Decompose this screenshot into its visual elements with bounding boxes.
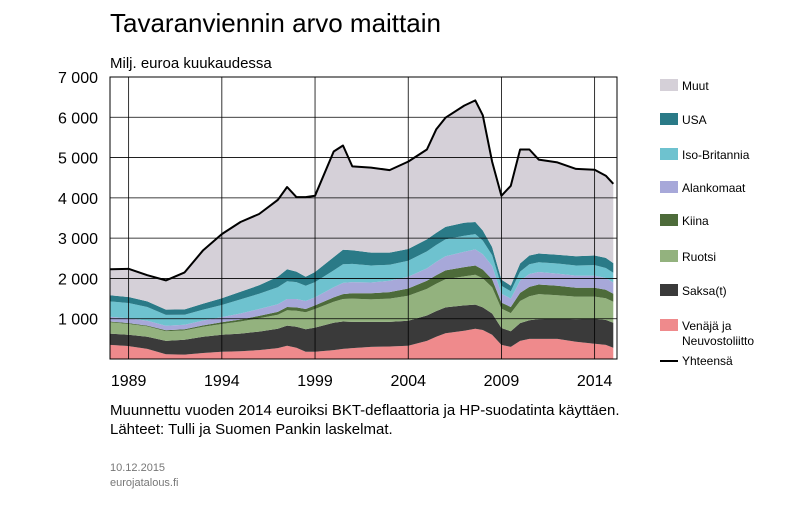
legend-label-kiina: Kiina	[682, 214, 709, 228]
legend: Muut USA Iso-Britannia Alankomaat Kiina Ruots…	[660, 79, 754, 368]
legend-label-ruotsi: Ruotsi	[682, 250, 716, 264]
x-tick-labels: 1989 1994 1999 2004 2009 2014	[111, 373, 613, 390]
area-iso-britannia	[110, 234, 614, 326]
legend-swatch-ruotsi	[660, 250, 678, 262]
y-tick-label: 2 000	[58, 271, 98, 288]
x-tick-label: 1999	[297, 373, 333, 390]
export-value-chart: 1 000 2 000 3 000 4 000 5 000 6 000 7 000 1989…	[58, 70, 754, 390]
area-usa	[110, 222, 614, 315]
area-muut	[110, 100, 614, 310]
area-ruotsi	[110, 274, 614, 341]
legend-swatch-alankomaat	[660, 181, 678, 193]
line-total	[109, 99, 615, 282]
x-tick-label: 1989	[111, 373, 147, 390]
legend-label-total: Yhteensä	[682, 354, 733, 368]
legend-label-usa: USA	[682, 113, 707, 127]
x-tick-label: 2009	[484, 373, 520, 390]
x-tick-label: 2014	[577, 373, 613, 390]
legend-label-ven-j-ja-neuvostoliitto: Venäjä ja Neuvostoliitto	[682, 319, 754, 348]
y-axis-label: Milj. euroa kuukaudessa	[110, 55, 272, 72]
legend-label-muut: Muut	[682, 79, 709, 93]
y-tick-label: 3 000	[58, 231, 98, 248]
area-alankomaat	[110, 249, 614, 331]
chart-title: Tavaranviennin arvo maittain	[110, 8, 441, 38]
plot-frame	[109, 76, 618, 360]
footnote-method: Muunnettu vuoden 2014 euroiksi BKT-defla…	[110, 402, 620, 419]
area-layer	[110, 100, 614, 359]
area-kiina	[110, 265, 614, 332]
total-line-layer	[109, 99, 615, 282]
legend-swatch-ven-j-ja-neuvostoliitto	[660, 319, 678, 331]
legend-swatch-saksa-t	[660, 284, 678, 296]
legend-label-alankomaat: Alankomaat	[682, 181, 746, 195]
source-site: eurojatalous.fi	[110, 477, 179, 489]
legend-swatch-kiina	[660, 214, 678, 226]
gridlines	[110, 76, 617, 359]
area-saksa-t	[110, 304, 614, 355]
legend-label-saksa-t: Saksa(t)	[682, 284, 727, 298]
y-tick-label: 6 000	[58, 110, 98, 127]
x-tick-label: 1994	[204, 373, 240, 390]
y-tick-labels: 1 000 2 000 3 000 4 000 5 000 6 000 7 000	[58, 70, 98, 329]
y-tick-label: 4 000	[58, 191, 98, 208]
y-tick-label: 1 000	[58, 312, 98, 329]
legend-label-iso-britannia: Iso-Britannia	[682, 148, 750, 162]
legend-swatch-usa	[660, 113, 678, 125]
area-ven-j-ja-neuvostoliitto	[110, 328, 614, 359]
publication-date: 10.12.2015	[110, 462, 166, 474]
x-tick-label: 2004	[390, 373, 426, 390]
footnote-sources: Lähteet: Tulli ja Suomen Pankin laskelma…	[110, 421, 393, 438]
legend-swatch-iso-britannia	[660, 148, 678, 160]
y-tick-label: 7 000	[58, 70, 98, 87]
y-tick-label: 5 000	[58, 151, 98, 168]
legend-swatch-muut	[660, 79, 678, 91]
